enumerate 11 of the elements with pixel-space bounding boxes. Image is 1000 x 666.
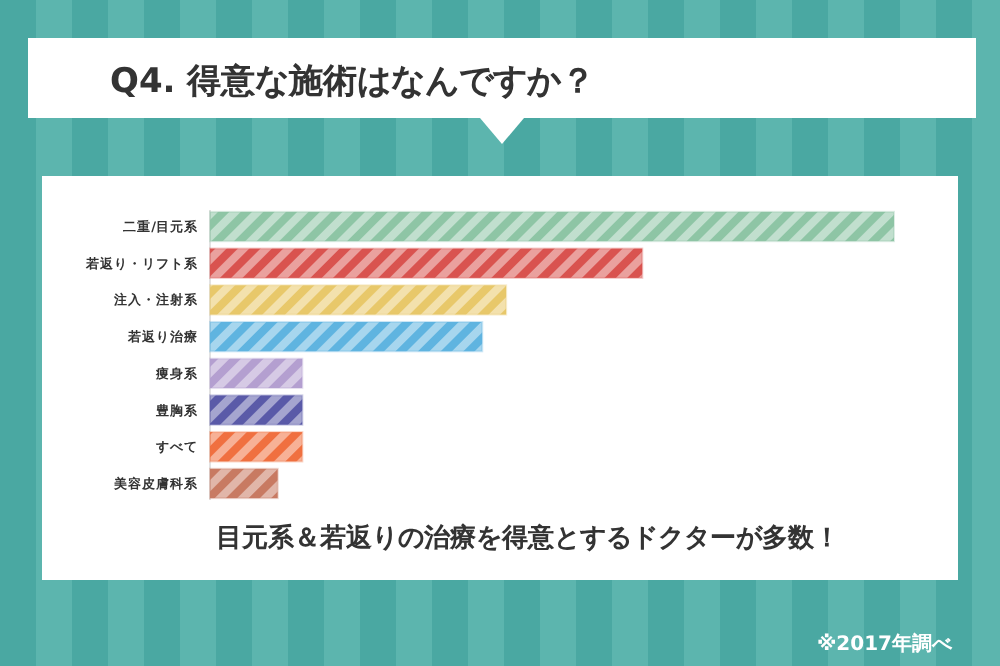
bar bbox=[209, 210, 895, 243]
chart-title: Q4. 得意な施術はなんですか？ bbox=[110, 62, 596, 102]
bar bbox=[209, 431, 304, 463]
bar bbox=[209, 320, 484, 353]
text: ※2017年調べ bbox=[816, 632, 954, 656]
text: 目元系＆若返りの治療を得意とするドクターが多数！ bbox=[216, 522, 840, 554]
bar bbox=[209, 284, 508, 316]
bar bbox=[209, 357, 304, 390]
bar bbox=[209, 394, 304, 426]
bar bbox=[209, 247, 644, 279]
bar bbox=[209, 467, 279, 500]
